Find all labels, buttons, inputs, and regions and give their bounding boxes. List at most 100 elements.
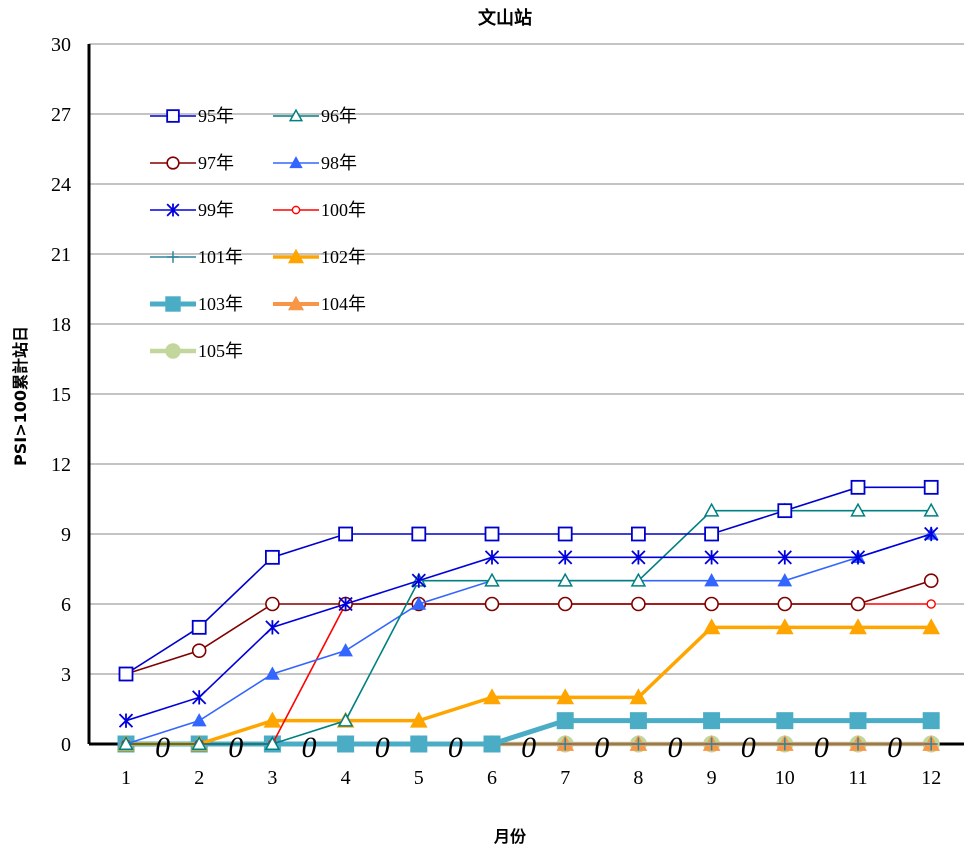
data-point [924,737,938,751]
legend-item: 98年 [273,153,357,173]
legend-label: 102年 [321,247,366,267]
data-point [557,572,573,587]
y-tick-label: 27 [51,104,71,126]
data-point [411,596,427,610]
data-point [558,550,573,565]
y-axis-label: PSI>100累計站日 [11,326,30,466]
y-tick-label: 9 [61,524,71,546]
data-point [264,735,281,750]
data-point [629,712,647,730]
legend: 95年 96年 97年 98年 99年 100年 101年 102年 103年 104年 105年 [150,106,366,361]
zero-data-label: 0 [741,731,756,764]
series-line [125,579,932,675]
data-point [924,526,939,542]
legend-marker [287,248,305,264]
data-point [484,572,500,587]
series-line [125,486,932,675]
legend-marker [166,109,180,123]
data-point [191,735,207,750]
data-point [409,711,428,728]
zero-data-label: 0 [155,731,170,764]
x-tick-label: 2 [194,767,204,789]
data-point [630,572,647,587]
y-tick-label: 12 [51,454,71,476]
data-point [338,643,353,657]
data-point [777,596,793,612]
data-point [850,550,866,565]
legend-item: 97年 [150,153,234,173]
data-point [556,712,574,730]
data-point [775,618,794,635]
data-point [777,573,793,587]
legend-label: 103年 [198,294,243,314]
y-tick-label: 24 [51,174,71,196]
x-axis-label: 月份 [493,827,527,846]
legend-label: 100年 [321,200,366,220]
data-point [411,526,427,542]
legend-marker [165,343,181,359]
data-point [704,596,719,612]
data-point [922,712,940,730]
data-point [410,735,428,753]
data-point [849,712,867,730]
legend-marker [288,108,304,122]
data-point [558,737,572,751]
series-98年 [118,526,939,750]
data-point [702,618,721,635]
data-point [337,735,355,753]
data-point [777,550,792,565]
data-point [631,737,645,751]
series-line [125,533,932,722]
data-point [850,596,866,612]
legend-item: 100年 [273,200,366,220]
chart-title: 文山站 [478,7,532,29]
data-point [922,618,941,635]
y-tick-label: 0 [61,734,71,756]
legend-item: 105年 [150,341,243,361]
x-tick-label: 9 [707,767,717,789]
data-point [851,737,865,751]
y-tick-label: 15 [51,384,71,406]
legend-item: 96年 [273,106,357,126]
legend-marker [166,203,180,217]
data-point [705,737,719,751]
data-point [850,502,866,517]
x-tick-label: 4 [341,767,351,789]
x-tick-label: 1 [121,767,131,789]
data-point [778,737,792,751]
data-point [191,643,207,658]
data-point [704,550,719,565]
zero-data-label: 0 [228,731,243,764]
data-point [263,711,282,728]
legend-label: 98年 [321,153,357,173]
data-point [631,596,646,612]
x-tick-label: 3 [267,767,277,789]
series-95年 [118,479,939,682]
legend-label: 105年 [198,341,243,361]
data-point [631,526,646,542]
data-point [483,735,501,753]
legend-marker [287,295,305,311]
zero-annotations: 0 0 0 0 0 0 0 0 0 0 0 [155,731,902,764]
data-point [703,712,721,730]
data-point [704,573,719,587]
series-line [126,625,932,746]
legend-label: 95年 [198,106,234,126]
series-group [117,479,941,753]
data-point [629,688,648,705]
zero-data-label: 0 [521,731,536,764]
data-point [923,479,939,495]
data-point [118,666,134,682]
data-point [484,526,500,542]
data-point [923,573,939,588]
gridlines [89,43,964,675]
data-point [192,690,207,705]
legend-label: 97年 [198,153,234,173]
data-point [777,503,793,519]
x-tick-label: 10 [775,767,795,789]
legend-marker [165,296,181,312]
legend-marker [289,156,303,169]
legend-item: 101年 [150,247,243,267]
x-tick-label: 7 [560,767,570,789]
data-point [265,596,280,612]
